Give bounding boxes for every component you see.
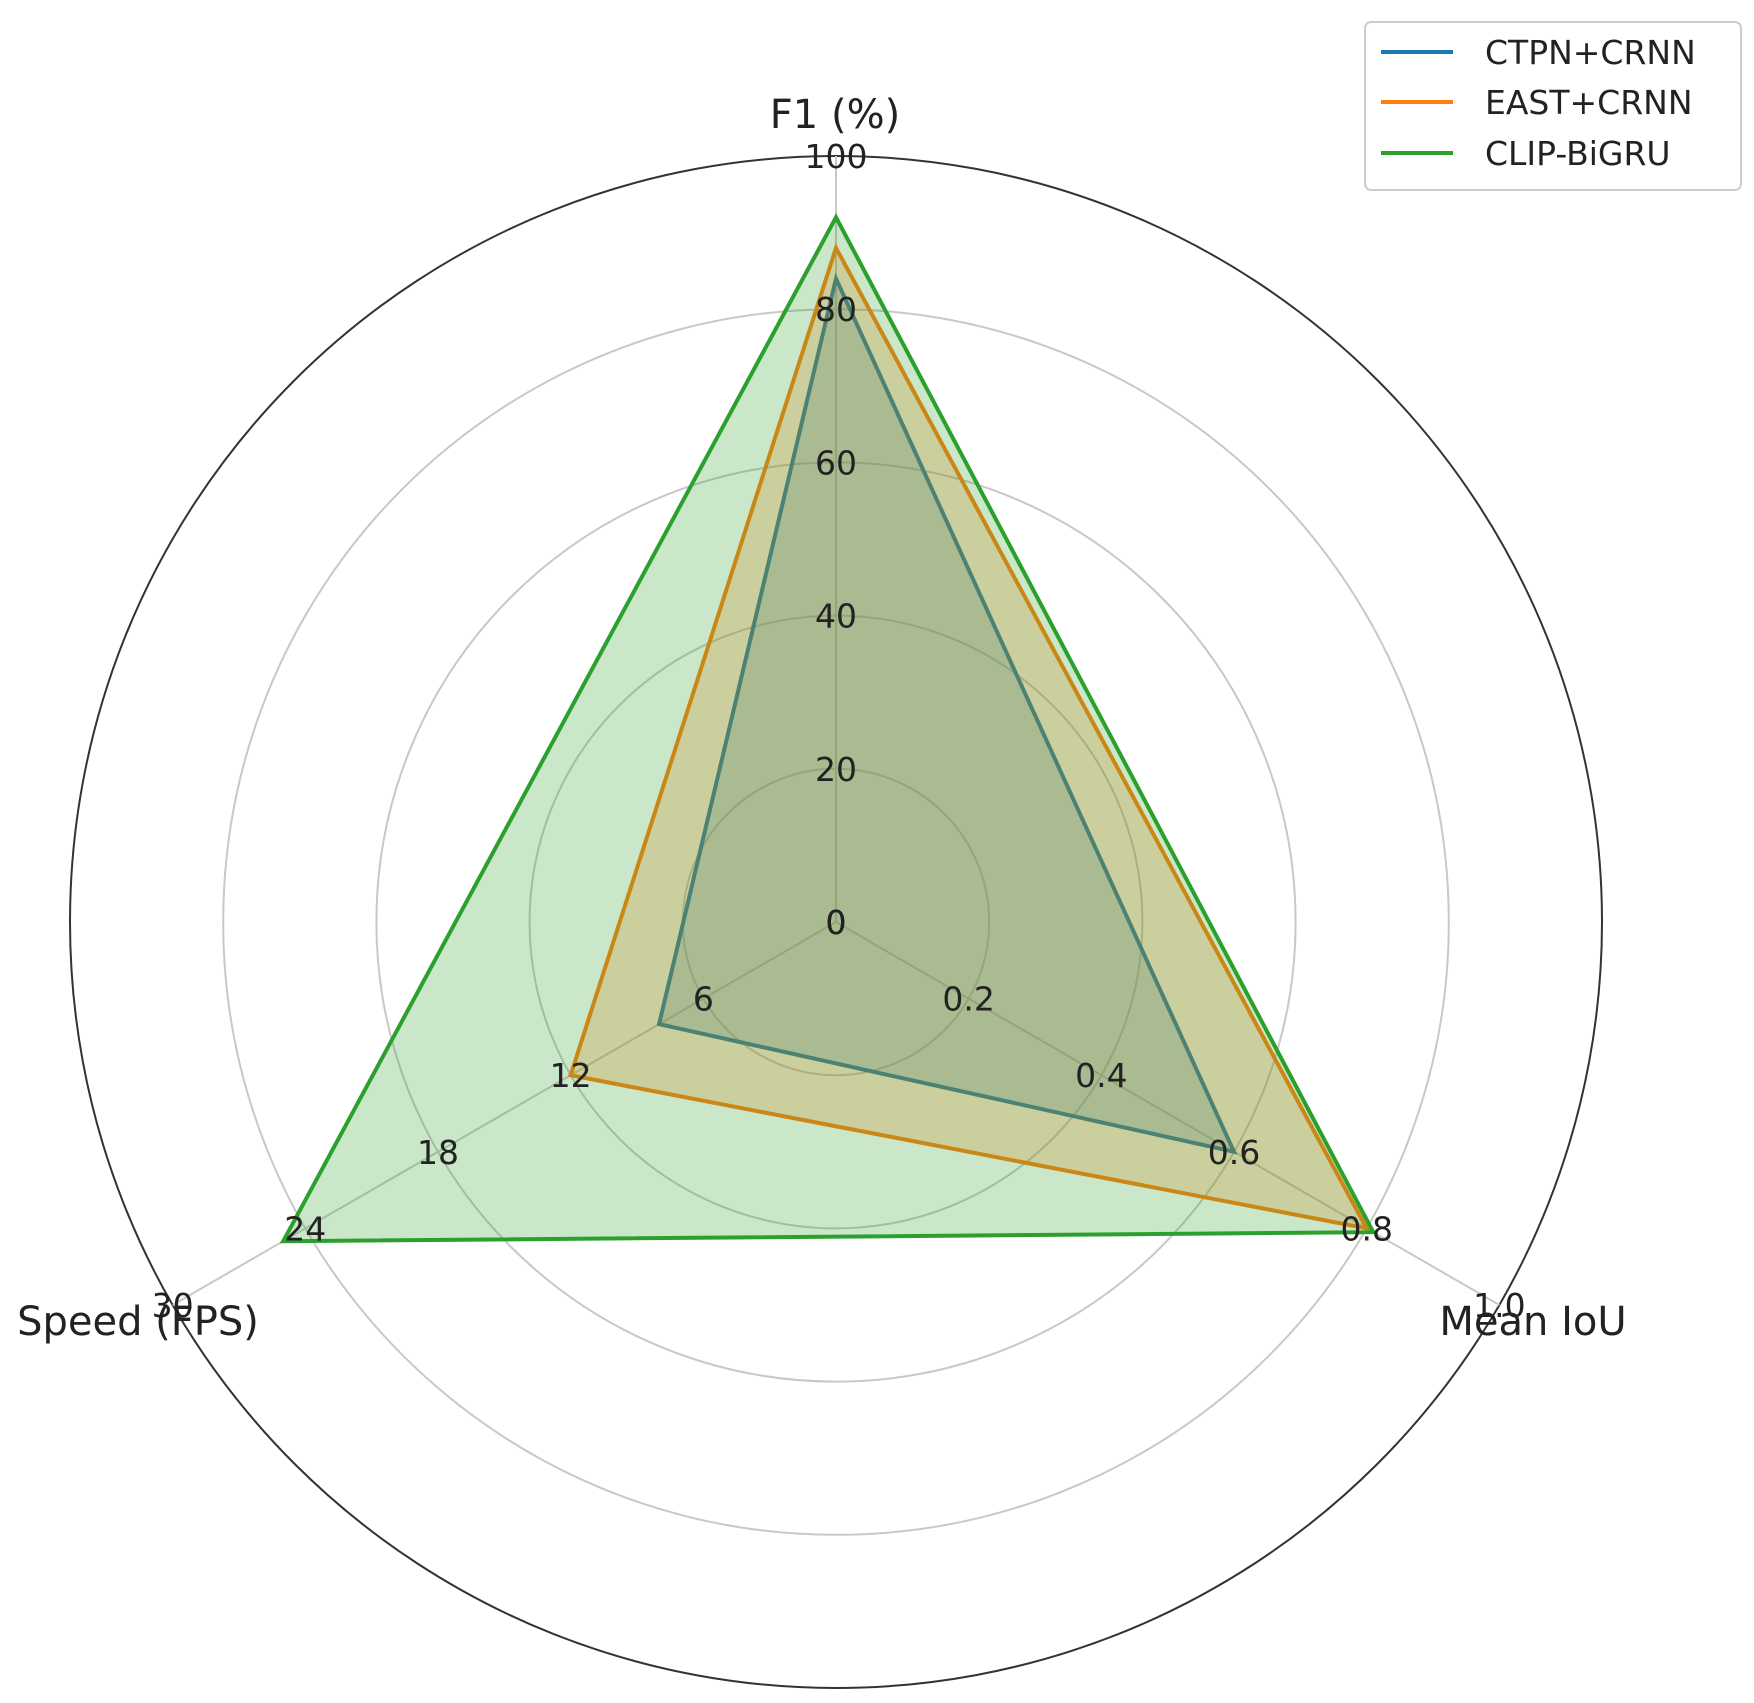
tick-label-mean-iou: 0.2 bbox=[942, 980, 994, 1019]
tick-label-f1: 100 bbox=[805, 137, 868, 176]
tick-label-speed-fps: 6 bbox=[693, 980, 714, 1019]
grid bbox=[69, 155, 1603, 1689]
axis-label-f1: F1 (%) bbox=[770, 92, 900, 138]
tick-label-mean-iou: 0.4 bbox=[1075, 1056, 1127, 1095]
axis-label-mean-iou: Mean IoU bbox=[1439, 1299, 1626, 1345]
series-fill-east-crnn bbox=[570, 247, 1367, 1229]
legend-label-east-crnn: EAST+CRNN bbox=[1485, 83, 1693, 122]
tick-label-speed-fps: 12 bbox=[550, 1056, 592, 1095]
tick-label-f1: 40 bbox=[815, 597, 857, 636]
tick-label-mean-iou: 0.6 bbox=[1208, 1133, 1260, 1172]
tick-label-mean-iou: 1.0 bbox=[1473, 1286, 1525, 1325]
tick-label-f1: 60 bbox=[815, 443, 857, 482]
tick-label-mean-iou: 0 bbox=[826, 903, 847, 942]
tick-label-speed-fps: 30 bbox=[152, 1286, 194, 1325]
tick-label-f1: 20 bbox=[815, 750, 857, 789]
series-line-clip-bigru bbox=[279, 213, 1377, 1244]
series-fill-clip-bigru bbox=[283, 217, 1374, 1242]
legend-label-clip-bigru: CLIP-BiGRU bbox=[1485, 134, 1671, 173]
series-line-ctpn-crnn bbox=[656, 272, 1238, 1155]
tick-label-speed-fps: 18 bbox=[417, 1133, 459, 1172]
tick-label-f1: 80 bbox=[815, 290, 857, 329]
tick-label-speed-fps: 24 bbox=[284, 1209, 326, 1248]
spoke-mean-iou bbox=[835, 921, 1500, 1306]
series-fill-ctpn-crnn bbox=[659, 278, 1234, 1152]
tick-label-mean-iou: 0.8 bbox=[1340, 1209, 1392, 1248]
legend-frame bbox=[1364, 21, 1742, 191]
series-line-east-crnn bbox=[568, 242, 1371, 1232]
tick-label-f1: 0 bbox=[826, 903, 847, 942]
legend-label-ctpn-crnn: CTPN+CRNN bbox=[1485, 33, 1696, 72]
series-layer bbox=[279, 213, 1377, 1244]
legend: CTPN+CRNN EAST+CRNN CLIP-BiGRU bbox=[1364, 21, 1742, 191]
axis-label-speed: Speed (FPS) bbox=[17, 1299, 259, 1345]
tick-label-speed-fps: 0 bbox=[826, 903, 847, 942]
